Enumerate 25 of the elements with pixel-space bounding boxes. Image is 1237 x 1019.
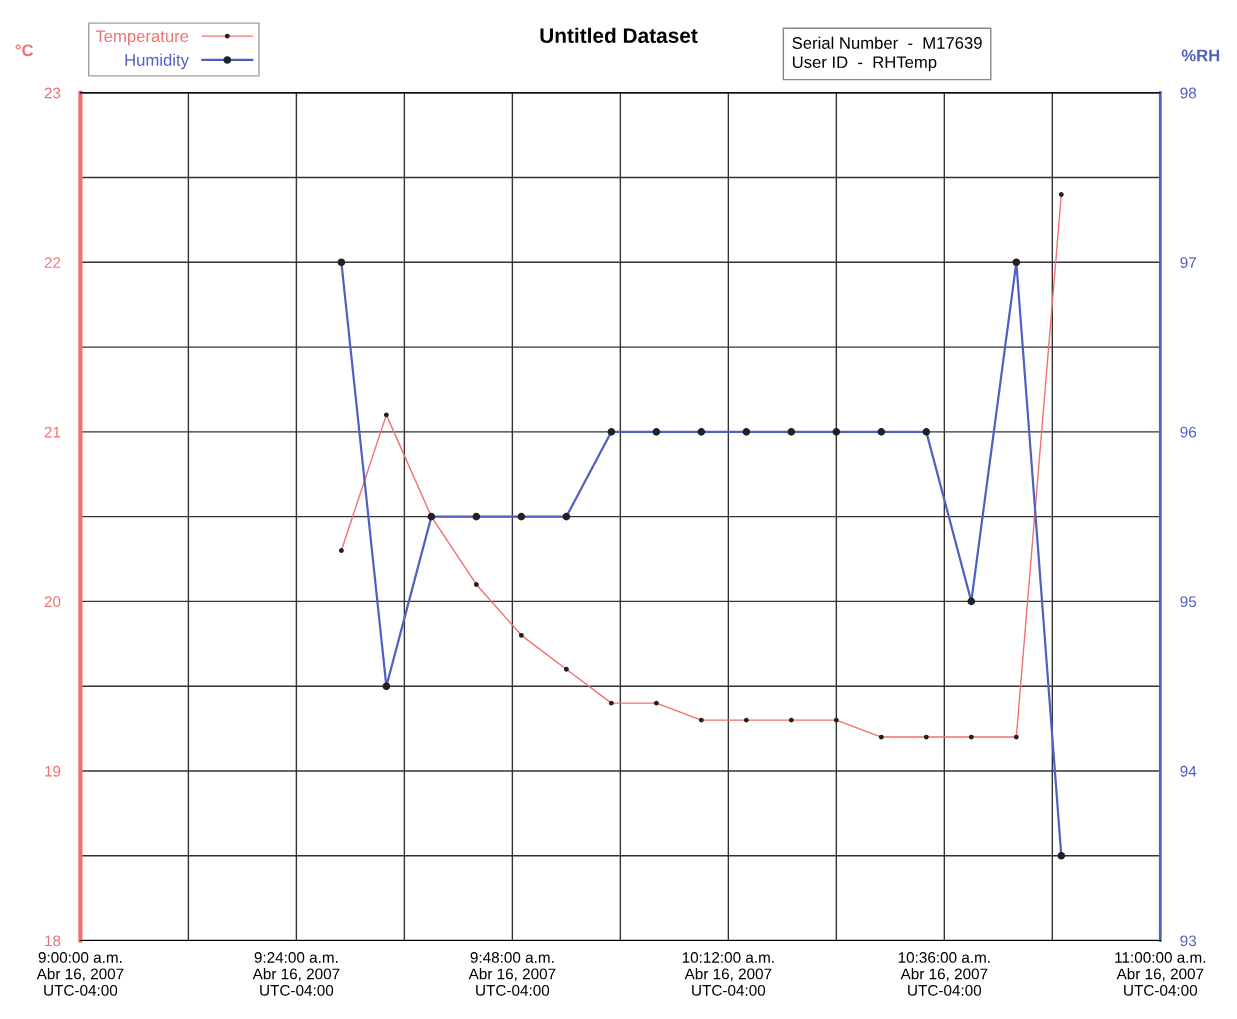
- y-axis-title: °C: [15, 44, 34, 57]
- y2-tick-label: 98: [1180, 87, 1197, 99]
- x-tick-label: 10:36:00 a.m. Abr 16, 2007 UTC-04:00: [898, 952, 990, 996]
- legend-label: Humidity: [125, 53, 189, 70]
- y2-tick-label: 96: [1180, 426, 1197, 438]
- y2-tick-label: 95: [1180, 596, 1197, 608]
- y-tick-label: 20: [44, 596, 61, 608]
- x-tick-label: 9:24:00 a.m. Abr 16, 2007 UTC-04:00: [252, 952, 340, 996]
- text: User ID - RHTemp: [792, 56, 937, 72]
- x-tick-label: 10:12:00 a.m. Abr 16, 2007 UTC-04:00: [682, 952, 774, 996]
- x-tick-label: 9:48:00 a.m. Abr 16, 2007 UTC-04:00: [468, 952, 556, 996]
- x-tick-label: 9:00:00 a.m. Abr 16, 2007 UTC-04:00: [36, 952, 124, 996]
- y-tick-label: 18: [45, 935, 61, 947]
- legend-label: Temperature: [95, 30, 189, 46]
- y-tick-label: 23: [44, 87, 61, 99]
- y2-tick-label: 93: [1180, 935, 1197, 947]
- text: Serial Number - M17639: [792, 36, 982, 49]
- x-tick-label: 11:00:00 a.m. Abr 16, 2007 UTC-04:00: [1115, 952, 1206, 996]
- y-tick-label: 22: [44, 257, 61, 268]
- y2-axis-title: %RH: [1181, 49, 1220, 62]
- chart-title: Untitled Dataset: [540, 27, 698, 43]
- y-tick-label: 19: [45, 765, 61, 777]
- y2-tick-label: 94: [1180, 765, 1197, 777]
- y2-tick-label: 97: [1180, 257, 1196, 268]
- y-tick-label: 21: [44, 426, 61, 438]
